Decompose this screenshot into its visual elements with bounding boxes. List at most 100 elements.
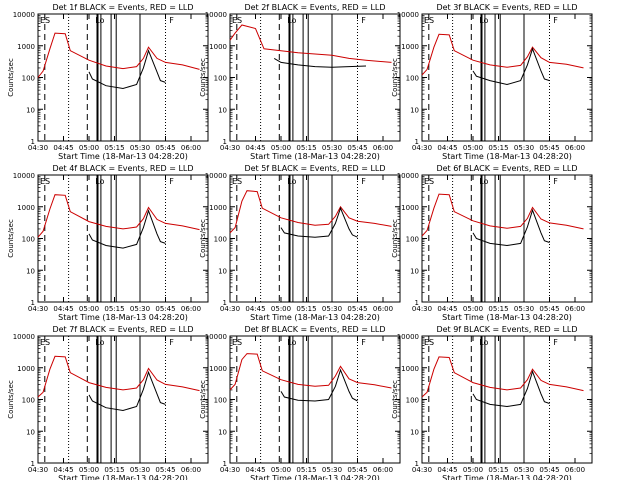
panel-3: Det 3f BLACK = Events, RED = LLD 1 10 100 10… [391,3,593,161]
chart-title: Det 8f BLACK = Events, RED = LLD [244,325,385,334]
y-tick-label: 10 [410,428,419,436]
y-tick-label: 10000 [397,333,419,341]
annotation-label: F [361,338,366,347]
y-tick-label: 1 [223,138,227,146]
x-tick-label: 05:30 [514,466,534,474]
y-tick-label: 10000 [205,172,227,180]
y-axis-label: Counts/sec [199,219,207,258]
y-axis-label: Counts/sec [199,58,207,97]
x-tick-label: 05:15 [296,305,316,313]
x-tick-label: 05:45 [155,144,175,152]
x-tick-label: 05:45 [347,144,367,152]
chart-title: Det 7f BLACK = Events, RED = LLD [52,325,193,334]
series-line-lld [37,194,200,238]
annotation-label: F [553,177,558,186]
annotation-label: F [361,16,366,25]
panel-5: Det 5f BLACK = Events, RED = LLD 1 10 100 10… [199,164,401,322]
series-line-lld [421,193,584,237]
annotation-label: Lo [479,338,488,347]
chart-title: Det 3f BLACK = Events, RED = LLD [436,3,577,12]
plot-frame [229,13,401,142]
chart-title: Det 9f BLACK = Events, RED = LLD [436,325,577,334]
annotation-label: F [169,338,174,347]
y-tick-label: 10000 [205,11,227,19]
panel-1: Det 1f BLACK = Events, RED = LLD 1 10 100 10… [7,3,209,161]
x-axis-label: Start Time (18-Mar-13 04:28:20) [442,474,572,480]
x-tick-label: 04:45 [437,144,457,152]
y-tick-label: 10000 [205,333,227,341]
y-tick-label: 1 [415,460,419,468]
x-tick-label: 04:30 [28,466,48,474]
x-tick-label: 04:45 [245,305,265,313]
y-tick-label: 100 [214,75,227,83]
panel-9: Det 9f BLACK = Events, RED = LLD 1 10 100 10… [391,325,593,480]
panel-4: Det 4f BLACK = Events, RED = LLD 1 10 100 10… [7,164,209,322]
y-tick-label: 1000 [401,204,419,212]
y-tick-label: 1 [415,299,419,307]
x-tick-label: 05:15 [296,144,316,152]
chart-title: Det 6f BLACK = Events, RED = LLD [436,164,577,173]
annotation-label: F [169,177,174,186]
y-tick-label: 1000 [209,204,227,212]
x-tick-label: 06:00 [565,466,585,474]
x-axis-label: Start Time (18-Mar-13 04:28:20) [58,474,188,480]
series-line-lld [229,353,392,391]
annotation-label: Lo [95,16,104,25]
annotation-label: ES [40,338,50,347]
y-tick-label: 100 [22,75,35,83]
x-axis-label: Start Time (18-Mar-13 04:28:20) [250,152,380,161]
annotation-label: Lo [479,16,488,25]
x-tick-label: 05:15 [104,144,124,152]
x-tick-label: 06:00 [373,144,393,152]
plot-frame [37,174,209,303]
x-tick-label: 05:15 [488,305,508,313]
series-line-lld [37,32,200,78]
plot-frame [421,174,593,303]
y-tick-label: 1000 [17,43,35,51]
annotation-label: Lo [287,177,296,186]
x-tick-label: 05:00 [271,466,291,474]
y-axis-label: Counts/sec [391,219,399,258]
y-tick-label: 10000 [397,11,419,19]
series-line-events [472,47,550,86]
y-tick-label: 100 [406,75,419,83]
x-tick-label: 04:45 [437,305,457,313]
annotation-label: F [553,338,558,347]
x-tick-label: 04:45 [437,466,457,474]
x-axis-label: Start Time (18-Mar-13 04:28:20) [442,313,572,322]
y-tick-label: 10 [410,106,419,114]
x-tick-label: 05:30 [130,466,150,474]
plot-frame [37,335,209,464]
series-line-lld [421,356,584,398]
x-tick-label: 06:00 [373,305,393,313]
panel-8: Det 8f BLACK = Events, RED = LLD 1 10 100 10… [199,325,401,480]
annotation-label: F [361,177,366,186]
annotation-label: ES [232,338,242,347]
x-tick-label: 05:45 [539,305,559,313]
annotation-label: ES [40,177,50,186]
y-tick-label: 1 [31,299,35,307]
chart-title: Det 1f BLACK = Events, RED = LLD [52,3,193,12]
chart-title: Det 4f BLACK = Events, RED = LLD [52,164,193,173]
x-tick-label: 06:00 [181,466,201,474]
x-tick-label: 05:45 [155,466,175,474]
x-tick-label: 06:00 [181,305,201,313]
x-tick-label: 05:15 [104,305,124,313]
x-tick-label: 04:45 [53,466,73,474]
plot-frame [37,13,209,142]
plot-frame [229,335,401,464]
x-tick-label: 05:00 [271,305,291,313]
y-tick-label: 10 [26,267,35,275]
y-tick-label: 100 [406,236,419,244]
y-tick-label: 1000 [17,204,35,212]
x-tick-label: 05:00 [271,144,291,152]
y-tick-label: 10 [26,428,35,436]
x-tick-label: 04:45 [53,305,73,313]
plot-frame [229,174,401,303]
y-tick-label: 10 [218,428,227,436]
x-tick-label: 05:00 [79,144,99,152]
x-axis-label: Start Time (18-Mar-13 04:28:20) [442,152,572,161]
y-tick-label: 100 [214,397,227,405]
y-tick-label: 1000 [209,43,227,51]
series-line-events [88,209,166,249]
